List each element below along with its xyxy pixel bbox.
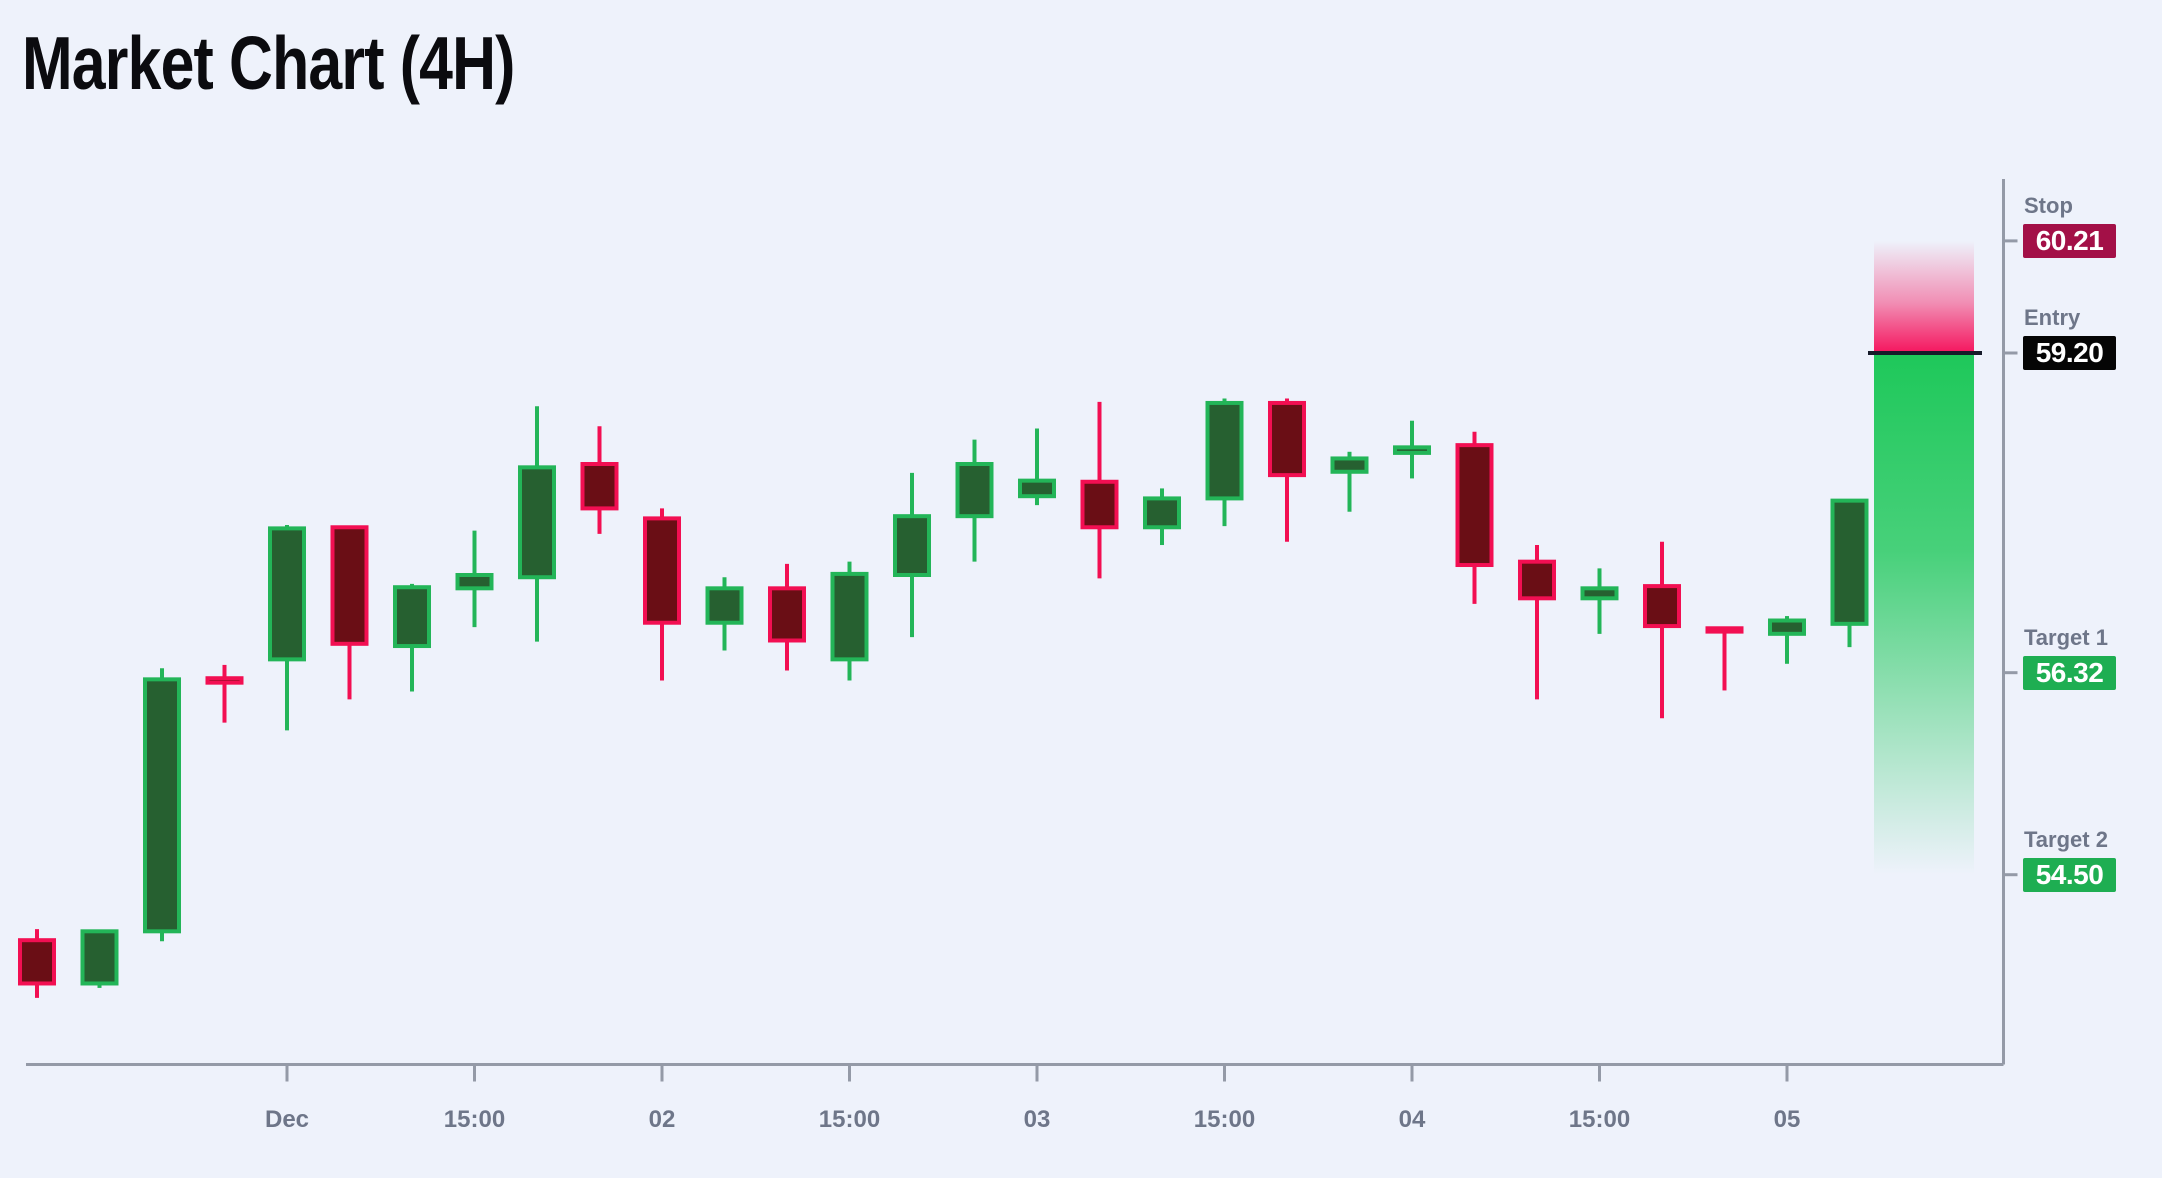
candle: [1018, 428, 1056, 506]
candle: [1518, 545, 1556, 700]
candle-body: [955, 462, 994, 519]
candle: [393, 583, 431, 692]
entry-level-value-badge: 59.20: [2023, 336, 2116, 370]
candle: [1393, 420, 1431, 479]
x-axis-tick-label: 03: [1024, 1106, 1051, 1133]
candle: [893, 472, 931, 638]
candle-body: [1330, 456, 1369, 474]
candle-body: [393, 585, 431, 649]
candle-body: [1080, 479, 1119, 530]
candle: [1268, 398, 1306, 542]
risk-zone: [1874, 240, 1974, 353]
candle-body: [1768, 618, 1806, 636]
candle-body: [268, 526, 306, 662]
candles-layer: [18, 398, 1869, 998]
candle-body: [1455, 443, 1494, 568]
candle: [330, 525, 369, 700]
stop-level-value-badge: 60.21: [2023, 223, 2116, 258]
x-axis-tick-label: 02: [649, 1106, 676, 1133]
candle: [80, 929, 119, 988]
candle-body: [518, 465, 556, 580]
axes: [26, 179, 2018, 1082]
candle-body: [643, 516, 681, 625]
candle: [1330, 451, 1369, 512]
stop-level-label: Stop: [2024, 192, 2073, 218]
candle-body: [1268, 400, 1306, 478]
candle-body: [80, 929, 119, 986]
x-axis-tick-label: 15:00: [1569, 1106, 1630, 1133]
candle-body: [580, 462, 619, 511]
candle: [1830, 498, 1869, 648]
target2-level-value-badge: 54.50: [2023, 857, 2116, 892]
candle: [1080, 401, 1119, 579]
candle: [1205, 398, 1244, 527]
candle-body: [893, 514, 931, 577]
candle-body: [1393, 445, 1431, 455]
candle-body: [768, 586, 806, 643]
target1-level-value-badge: 56.32: [2023, 655, 2116, 690]
candle-body: [1580, 586, 1619, 601]
candle-body: [143, 677, 181, 934]
reward-zone: [1874, 353, 1974, 875]
candle: [1143, 488, 1181, 546]
candle: [143, 668, 181, 942]
candle-body: [455, 573, 494, 591]
candle-body: [705, 586, 744, 625]
candle: [1705, 626, 1744, 691]
candle: [705, 577, 744, 651]
candle-body: [205, 676, 244, 685]
candle-body: [1643, 584, 1681, 629]
x-axis-tick-label: 05: [1774, 1106, 1801, 1133]
risk-reward-zone: [1868, 240, 1982, 875]
x-axis-tick-label: 15:00: [1194, 1106, 1255, 1133]
candle: [1643, 541, 1681, 719]
candle: [768, 563, 806, 671]
candle-body: [1705, 626, 1744, 634]
x-axis-tick-label: 04: [1399, 1106, 1426, 1133]
x-axis-tick-label: Dec: [265, 1106, 309, 1133]
candle: [1768, 616, 1806, 664]
candle: [518, 406, 556, 642]
target2-level-label: Target 2: [2024, 826, 2108, 852]
candle: [455, 530, 494, 628]
candle: [18, 929, 56, 998]
candle-body: [18, 938, 56, 986]
x-axis-tick-label: 15:00: [819, 1106, 880, 1133]
x-axis-tick-label: 15:00: [444, 1106, 505, 1133]
candle-body: [830, 571, 869, 662]
candle-body: [1205, 400, 1244, 501]
candle-body: [330, 525, 369, 646]
page-title: Market Chart (4H): [22, 21, 515, 105]
candle: [268, 525, 306, 731]
candle: [205, 664, 244, 723]
candle-body: [1143, 496, 1181, 530]
target1-level-label: Target 1: [2024, 624, 2108, 650]
x-axis-labels: Dec 15:00 02 15:00 03 15:00 04 15:00 05: [265, 1106, 1800, 1133]
candle: [580, 426, 619, 534]
candle: [1455, 431, 1494, 604]
candle: [643, 508, 681, 681]
candle-body: [1830, 498, 1869, 626]
candle-body: [1018, 478, 1056, 499]
candle: [955, 439, 994, 562]
candle: [830, 561, 869, 681]
candle: [1580, 568, 1619, 634]
entry-level-label: Entry: [2024, 305, 2081, 330]
candle-body: [1518, 559, 1556, 601]
